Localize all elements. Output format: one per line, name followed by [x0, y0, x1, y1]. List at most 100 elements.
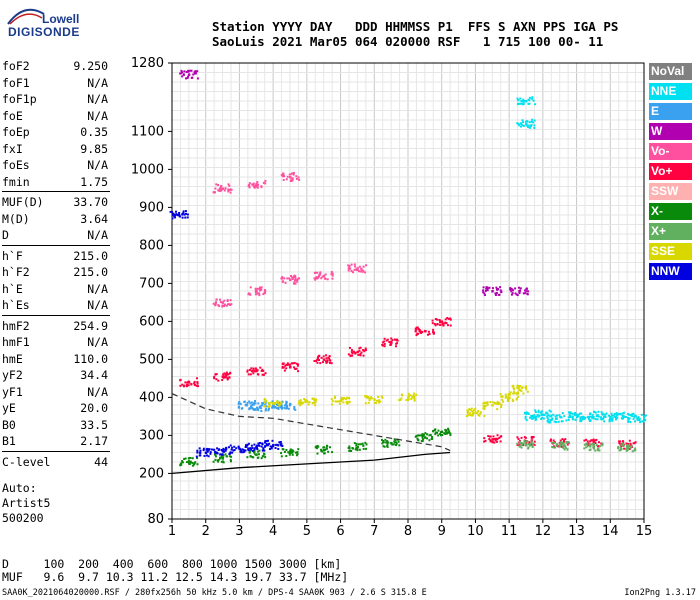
scatter-point [470, 407, 473, 410]
scatter-point [522, 292, 525, 295]
scatter-point [390, 343, 393, 346]
scatter-point [223, 299, 226, 302]
scatter-point [528, 96, 531, 99]
scatter-point [491, 290, 494, 293]
scatter-point [549, 415, 552, 418]
scatter-point [477, 409, 480, 412]
scatter-point [370, 396, 373, 399]
scatter-point [181, 383, 184, 386]
scatter-point [431, 322, 434, 325]
scatter-point [348, 400, 351, 403]
scatter-point [595, 438, 598, 441]
scatter-point [516, 103, 519, 106]
scatter-point [187, 73, 191, 76]
scatter-point [283, 277, 286, 280]
scatter-point [534, 418, 537, 421]
scatter-point [554, 415, 557, 418]
scatter-point [529, 443, 532, 446]
scatter-point [515, 293, 518, 296]
scatter-point [448, 430, 451, 433]
scatter-point [195, 384, 198, 387]
scatter-point [193, 462, 196, 465]
scatter-point [492, 401, 495, 404]
scatter-point [260, 457, 263, 460]
scatter-point [265, 442, 268, 445]
scatter-point [237, 445, 240, 448]
scatter-point [446, 316, 449, 319]
scatter-point [592, 440, 595, 443]
scatter-point [271, 439, 274, 442]
scatter-point [483, 407, 486, 410]
scatter-point [532, 442, 535, 445]
scatter-point [288, 277, 291, 280]
scatter-point [216, 447, 219, 450]
scatter-point [594, 418, 597, 421]
scatter-point [590, 439, 593, 442]
y-tick-label: 800 [139, 238, 164, 253]
scatter-point [422, 433, 425, 436]
scatter-point [347, 446, 350, 449]
scatter-point [196, 451, 199, 454]
scatter-point [314, 404, 317, 407]
scatter-point [554, 418, 557, 421]
scatter-point [351, 352, 354, 355]
scatter-point [391, 339, 394, 342]
scatter-point [623, 447, 626, 450]
scatter-point [290, 362, 293, 365]
scatter-point [631, 415, 634, 418]
scatter-point [482, 407, 485, 410]
scatter-point [217, 460, 220, 463]
scatter-point [280, 455, 283, 458]
scatter-point [214, 450, 217, 453]
scatter-point [189, 69, 192, 72]
x-tick-label: 12 [535, 524, 552, 539]
scatter-point [525, 122, 528, 126]
scatter-point [491, 440, 494, 443]
scatter-point [227, 303, 230, 306]
scatter-point [593, 445, 596, 448]
scatter-point [421, 439, 424, 442]
scatter-point [270, 401, 273, 404]
scatter-point [577, 415, 580, 418]
scatter-point [262, 455, 265, 458]
scatter-point [292, 173, 295, 176]
scatter-point [268, 405, 271, 408]
scatter-point [392, 443, 395, 446]
scatter-point [494, 292, 497, 295]
scatter-point [562, 439, 565, 442]
param-value: 2.17 [80, 434, 108, 448]
scatter-point [562, 440, 565, 443]
scatter-point [507, 398, 510, 401]
scatter-point [328, 355, 331, 358]
scatter-point [345, 400, 348, 403]
scatter-point [449, 318, 452, 321]
scatter-point [442, 322, 445, 325]
scatter-point [382, 344, 385, 347]
x-tick-label: 9 [438, 524, 446, 539]
scatter-point [558, 443, 561, 446]
scatter-point [220, 185, 223, 188]
scatter-point [349, 354, 352, 357]
scatter-point [586, 440, 589, 443]
scatter-point [515, 397, 518, 400]
scatter-point [493, 402, 496, 405]
scatter-point [642, 420, 645, 423]
scatter-point [359, 352, 362, 355]
scatter-point [507, 394, 510, 397]
scatter-point [183, 213, 186, 216]
scatter-point [519, 440, 522, 443]
param-value: 1.75 [80, 174, 108, 189]
scatter-point [501, 398, 504, 401]
scatter-point [215, 373, 218, 376]
scatter-point [533, 440, 536, 443]
scatter-point [311, 402, 314, 405]
scatter-point [294, 276, 297, 279]
scatter-point [431, 437, 434, 440]
scatter-point [643, 415, 646, 418]
scatter-point [591, 413, 594, 416]
scatter-point [620, 413, 623, 416]
scatter-point [257, 444, 260, 447]
scatter-point [264, 182, 267, 185]
scatter-point [530, 120, 533, 123]
scatter-point [295, 367, 298, 370]
